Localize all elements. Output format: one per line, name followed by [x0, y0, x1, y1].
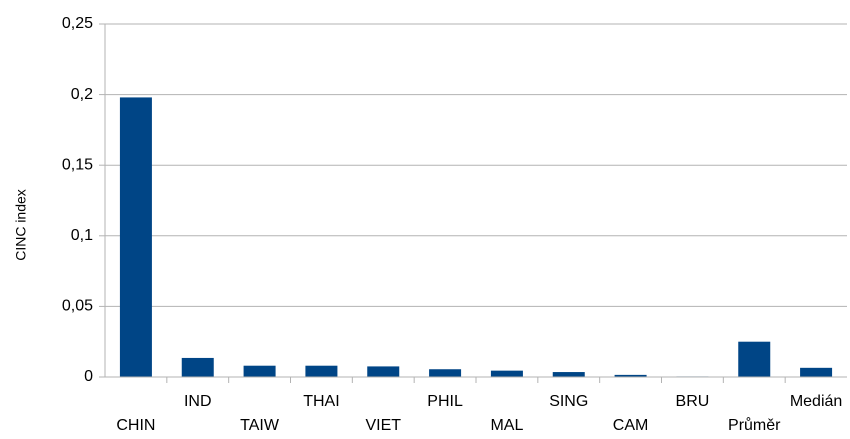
- bar: [181, 357, 214, 377]
- bar: [429, 369, 462, 377]
- y-tick-label: 0,25: [62, 15, 93, 32]
- x-tick-label: BRU: [676, 393, 710, 410]
- y-tick-label: 0,15: [62, 156, 93, 173]
- y-axis-label: CINC index: [13, 189, 29, 261]
- x-tick-label: Medián: [790, 393, 842, 410]
- bar: [305, 365, 338, 377]
- bar: [243, 365, 276, 377]
- y-tick-label: 0: [84, 368, 93, 385]
- x-tick-label: CHIN: [116, 417, 155, 434]
- bar: [552, 372, 585, 377]
- bar: [367, 366, 400, 377]
- x-tick-label: TAIW: [240, 417, 280, 434]
- y-tick-label: 0,1: [71, 227, 93, 244]
- y-tick-label: 0,05: [62, 298, 93, 315]
- bar: [490, 370, 523, 377]
- x-tick-label: Průměr: [728, 416, 781, 434]
- x-tick-label: PHIL: [427, 393, 463, 410]
- x-tick-label: VIET: [365, 417, 401, 434]
- y-tick-label: 0,2: [71, 86, 93, 103]
- x-tick-label: THAI: [303, 393, 339, 410]
- x-tick-label: MAL: [490, 417, 523, 434]
- x-tick-label: IND: [184, 393, 212, 410]
- bar: [119, 97, 152, 377]
- x-tick-label: SING: [549, 393, 588, 410]
- bar: [614, 374, 647, 377]
- bar: [738, 341, 771, 377]
- x-tick-label: CAM: [613, 417, 649, 434]
- bar: [800, 367, 833, 377]
